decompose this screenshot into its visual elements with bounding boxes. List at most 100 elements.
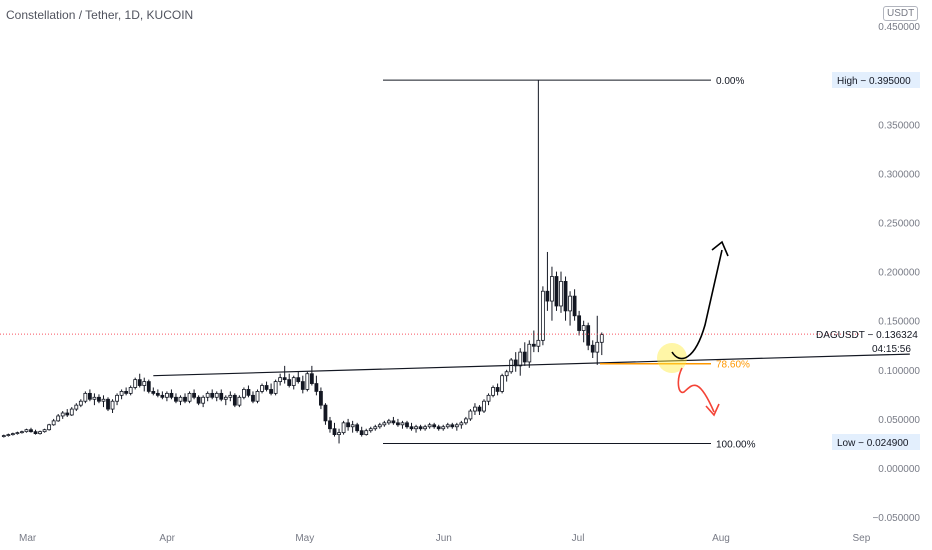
date-tick-label: Jun <box>436 533 452 544</box>
candle <box>554 271 559 311</box>
candle-body <box>78 400 83 406</box>
candle <box>527 340 532 368</box>
candle-body <box>432 424 437 428</box>
candle-body <box>133 379 138 388</box>
candle <box>577 310 582 336</box>
candle <box>391 416 396 425</box>
candle-body <box>15 432 20 435</box>
candle-body <box>228 394 233 398</box>
candle-body <box>10 433 15 436</box>
candle-body <box>518 351 523 367</box>
trendline <box>153 353 910 377</box>
candle <box>463 416 468 425</box>
candle-body <box>287 379 292 386</box>
candle <box>97 394 101 404</box>
candle-body <box>237 396 242 406</box>
candle <box>590 340 595 359</box>
candle <box>38 430 42 435</box>
candle-body <box>436 426 441 430</box>
candle-body <box>540 290 545 341</box>
bullish-arrow-head <box>711 240 729 257</box>
candle <box>69 407 74 416</box>
currency-badge[interactable]: USDT <box>883 6 919 21</box>
candle <box>568 291 572 326</box>
candle <box>124 387 129 396</box>
candle-body <box>83 392 88 402</box>
candle <box>151 387 156 396</box>
candle-body <box>590 344 595 353</box>
candle-body <box>296 377 301 382</box>
candle-body <box>536 339 541 347</box>
candle <box>341 420 346 435</box>
candle <box>595 315 600 365</box>
candle <box>33 429 38 435</box>
candle <box>368 426 373 433</box>
date-tick-label: Apr <box>159 533 175 544</box>
candle <box>373 424 378 431</box>
candle-body <box>192 392 196 398</box>
candle <box>264 381 269 392</box>
candle <box>142 377 147 392</box>
candle <box>20 430 24 434</box>
date-tick-label: Sep <box>853 533 871 544</box>
fib-level-label: 100.00% <box>716 440 756 451</box>
candle <box>513 352 518 372</box>
price-tick-label: 0.300000 <box>878 169 920 180</box>
candle <box>47 423 52 431</box>
candle <box>201 395 206 408</box>
candle <box>128 385 133 396</box>
candle <box>323 403 328 425</box>
date-tick-label: May <box>295 533 314 544</box>
candle <box>436 424 441 431</box>
bearish-arrow <box>677 367 715 413</box>
candle-body <box>24 429 29 433</box>
candle <box>178 395 183 406</box>
candle <box>599 332 604 356</box>
candle-body <box>341 422 346 434</box>
candle-body <box>454 424 459 428</box>
candle <box>196 395 201 406</box>
candle-body <box>69 408 74 416</box>
candle-body <box>124 391 129 394</box>
candle <box>56 413 61 422</box>
candle <box>473 403 477 415</box>
candle-body <box>232 394 237 406</box>
candle <box>192 389 196 400</box>
countdown-timer: 04:15:56 <box>872 344 911 355</box>
candle-body <box>586 325 591 346</box>
candle <box>355 422 360 433</box>
candle-body <box>142 381 147 386</box>
price-tick-label: −0.050000 <box>872 513 920 524</box>
candle <box>586 322 591 351</box>
candle <box>146 379 151 394</box>
candle-body <box>92 396 97 400</box>
candle-body <box>87 392 92 400</box>
candle <box>237 395 242 408</box>
candle-body <box>319 391 323 406</box>
candle-body <box>223 396 228 400</box>
candle <box>423 424 428 431</box>
candle-body <box>323 404 328 422</box>
candle-body <box>20 431 24 434</box>
candle-body <box>522 351 527 363</box>
candle-body <box>74 404 79 410</box>
candle-body <box>346 422 351 428</box>
candle <box>545 251 550 311</box>
candle <box>29 427 33 433</box>
candle-body <box>500 375 505 392</box>
candle <box>296 371 301 384</box>
candle <box>536 80 541 353</box>
candle-body <box>563 281 568 312</box>
candle <box>386 418 391 425</box>
candle <box>409 422 414 431</box>
high-tag: High − 0.395000 <box>832 72 920 88</box>
candle <box>540 286 545 346</box>
candle <box>160 391 165 400</box>
candle-body <box>282 377 287 381</box>
candle <box>78 399 83 408</box>
candle <box>377 422 382 429</box>
date-tick-label: Jul <box>572 533 585 544</box>
candle-body <box>400 422 405 426</box>
high-tag-bg <box>832 72 920 88</box>
